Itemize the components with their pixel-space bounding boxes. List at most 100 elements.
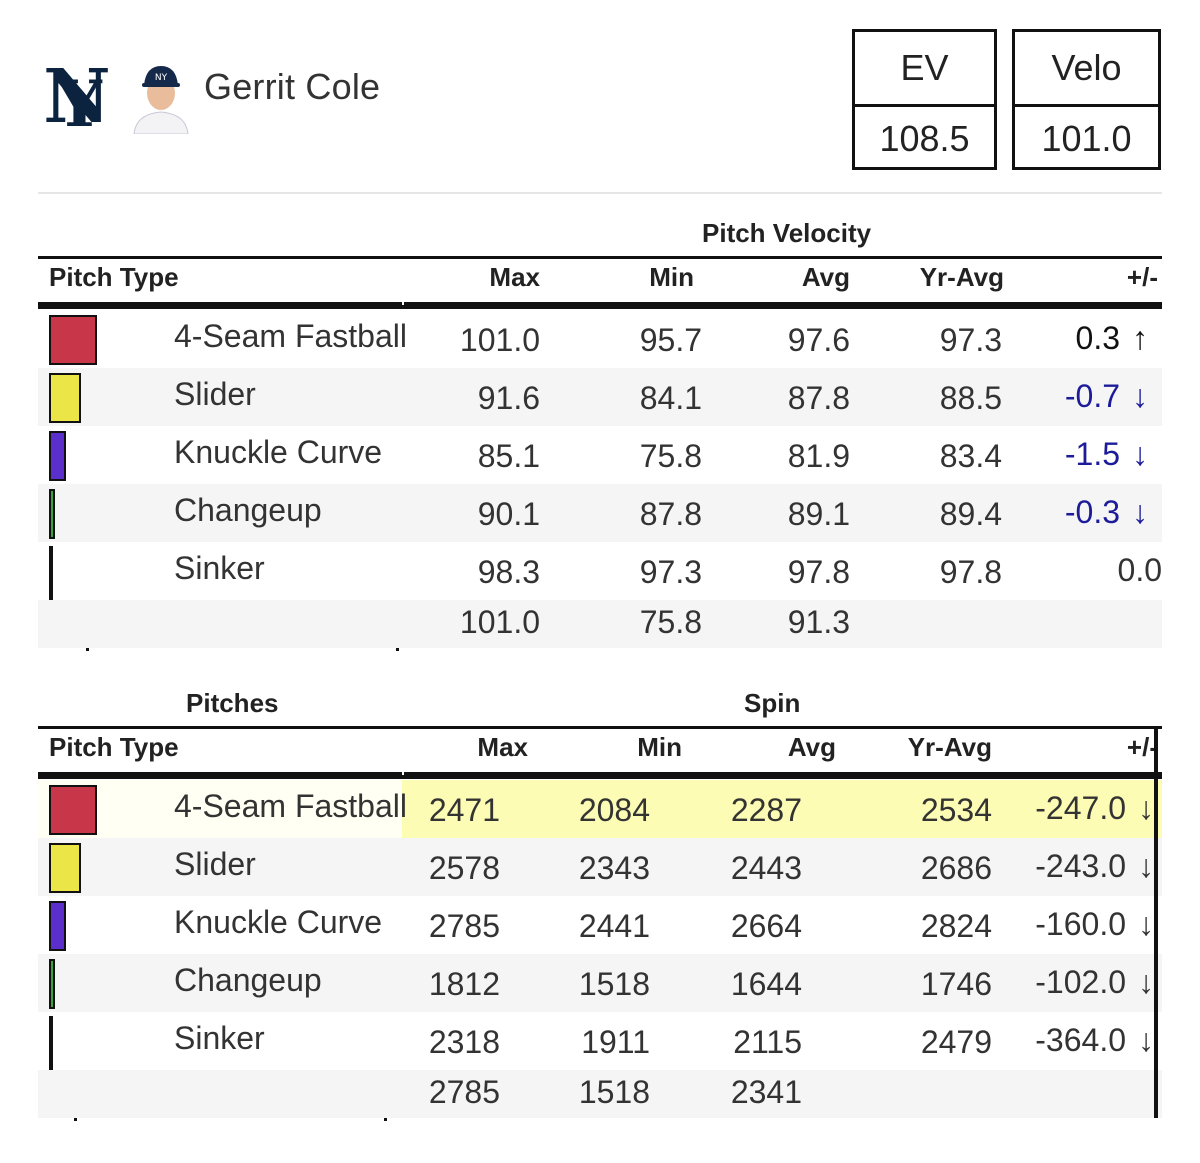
pitch-name: Slider [174,376,256,412]
yr-avg-value: 89.4 [939,496,1002,532]
table-row: Sinker 2318 1911 2115 2479 -364.0 ↓ [38,1012,1162,1070]
velo-label: Velo [1015,32,1158,107]
delta-value: -160.0 ↓ [1035,906,1154,943]
avg-value: 1644 [730,966,802,1002]
max-value: 101.0 [459,322,540,358]
usage-swatch [49,785,97,835]
max-value: 85.1 [477,438,540,474]
min-value: 2441 [578,908,650,944]
delta-value: 0.3 ↑ [1076,320,1148,357]
table-row: 4-Seam Fastball 2471 2084 2287 2534 -247.0 ↓ [38,780,1162,838]
yr-avg-value: 2534 [920,792,992,828]
avg-value: 97.8 [787,554,850,590]
down-arrow-icon: ↓ [1138,906,1154,942]
min-value: 1518 [578,966,650,1002]
usage-swatch [49,901,67,951]
delta-number: -0.7 [1064,378,1120,414]
avg-value: 81.9 [787,438,850,474]
col-header-delta: +/- [1126,262,1158,292]
header-bottom-rule [38,302,1162,309]
header-top-line [402,726,1162,729]
delta-value: -0.7 ↓ [1065,378,1148,415]
min-value: 97.3 [639,554,702,590]
totals-max: 2785 [428,1074,500,1110]
svg-text:Y: Y [55,67,103,134]
totals-max: 101.0 [459,604,540,640]
delta-number: -247.0 [1035,790,1126,826]
min-value: 2343 [578,850,650,886]
min-value: 84.1 [639,380,702,416]
yr-avg-value: 83.4 [939,438,1002,474]
avg-value: 2664 [730,908,802,944]
avg-value: 2287 [730,792,802,828]
delta-number: -364.0 [1035,1022,1126,1058]
totals-min: 75.8 [639,604,702,640]
usage-swatch [49,315,97,365]
axis-tick [396,648,399,651]
delta-value: 0.0 [1118,552,1162,589]
ev-value: 108.5 [879,118,970,159]
delta-number: -0.3 [1064,494,1120,530]
yr-avg-value: 97.8 [939,554,1002,590]
row-highlight [402,780,1162,838]
totals-min: 1518 [578,1074,650,1110]
pitch-name: Sinker [174,1020,265,1056]
avg-value: 97.6 [787,322,850,358]
min-value: 2084 [578,792,650,828]
delta-number: 0.0 [1117,552,1162,588]
max-value: 2578 [428,850,500,886]
pitch-name: 4-Seam Fastball [174,318,407,354]
table-row: Knuckle Curve 85.1 75.8 81.9 83.4 -1.5 ↓ [38,426,1162,484]
pitch-name: 4-Seam Fastball [174,788,407,824]
table-row: 4-Seam Fastball 101.0 95.7 97.6 97.3 0.3 ↑ [38,310,1162,368]
pitch-name: Changeup [174,962,322,998]
pitch-name: Slider [174,846,256,882]
col-header-yr-avg: Yr-Avg [907,732,992,762]
min-value: 95.7 [639,322,702,358]
yr-avg-value: 2686 [920,850,992,886]
down-arrow-icon: ↓ [1132,494,1148,530]
axis-tick [74,1118,77,1121]
header-top-line-left [38,256,402,259]
down-arrow-icon: ↓ [1138,1022,1154,1058]
min-value: 75.8 [639,438,702,474]
down-arrow-icon: ↓ [1132,436,1148,472]
col-header-max: Max [489,262,540,292]
down-arrow-icon: ↓ [1138,848,1154,884]
table-title: Spin [744,688,801,718]
table-row: Sinker 98.3 97.3 97.8 97.8 0.0 [38,542,1162,600]
max-value: 1812 [428,966,500,1002]
delta-number: -160.0 [1035,906,1126,942]
usage-swatch [49,489,55,539]
col-header-avg: Avg [801,262,850,292]
spin-table: Spin Pitches Pitch Type Max Min Avg Yr-Avg +/- 4… [38,688,1162,1128]
yr-avg-value: 2479 [920,1024,992,1060]
max-value: 90.1 [477,496,540,532]
avg-value: 89.1 [787,496,850,532]
down-arrow-icon: ↓ [1138,964,1154,1000]
max-value: 2318 [428,1024,500,1060]
table-row: Slider 2578 2343 2443 2686 -243.0 ↓ [38,838,1162,896]
yankees-logo-icon: N Y [38,54,116,142]
col-header-delta: +/- [1126,732,1158,762]
pitch-name: Changeup [174,492,322,528]
pitch-name: Sinker [174,550,265,586]
col-header-pitch-type: Pitch Type [49,732,179,762]
usage-swatch [49,546,53,600]
ev-stat-box: EV 108.5 [852,29,997,170]
usage-swatch [49,1016,53,1070]
player-headshot-icon: NY [128,58,194,135]
delta-value: -102.0 ↓ [1035,964,1154,1001]
delta-value: -243.0 ↓ [1035,848,1154,885]
max-value: 2471 [428,792,500,828]
header-bottom-rule-left-break [402,302,404,305]
velo-value: 101.0 [1041,118,1132,159]
axis-tick [86,648,89,651]
delta-value: -1.5 ↓ [1065,436,1148,473]
col-header-min: Min [649,262,694,292]
group-label-pitches: Pitches [186,688,279,718]
col-header-pitch-type: Pitch Type [49,262,179,292]
svg-text:NY: NY [155,73,168,83]
up-arrow-icon: ↑ [1132,320,1148,356]
totals-row: 2785 1518 2341 [38,1070,1162,1118]
